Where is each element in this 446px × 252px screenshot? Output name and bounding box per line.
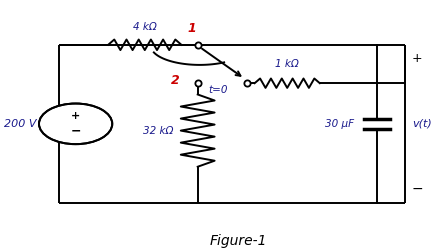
Circle shape (39, 104, 112, 144)
Text: 30 μF: 30 μF (325, 119, 355, 129)
Text: 1 kΩ: 1 kΩ (275, 58, 299, 69)
Text: 1: 1 (187, 22, 196, 35)
Text: −: − (411, 182, 423, 196)
Text: t=0: t=0 (208, 85, 227, 95)
Text: 4 kΩ: 4 kΩ (133, 22, 157, 33)
Text: 32 kΩ: 32 kΩ (143, 125, 173, 136)
Text: +: + (411, 52, 422, 65)
Text: +: + (71, 111, 80, 121)
Text: −: − (70, 124, 81, 137)
Text: Figure-1: Figure-1 (210, 234, 267, 248)
Text: v(t): v(t) (413, 119, 432, 129)
Text: 2: 2 (171, 74, 179, 87)
Text: 200 V: 200 V (4, 119, 37, 129)
